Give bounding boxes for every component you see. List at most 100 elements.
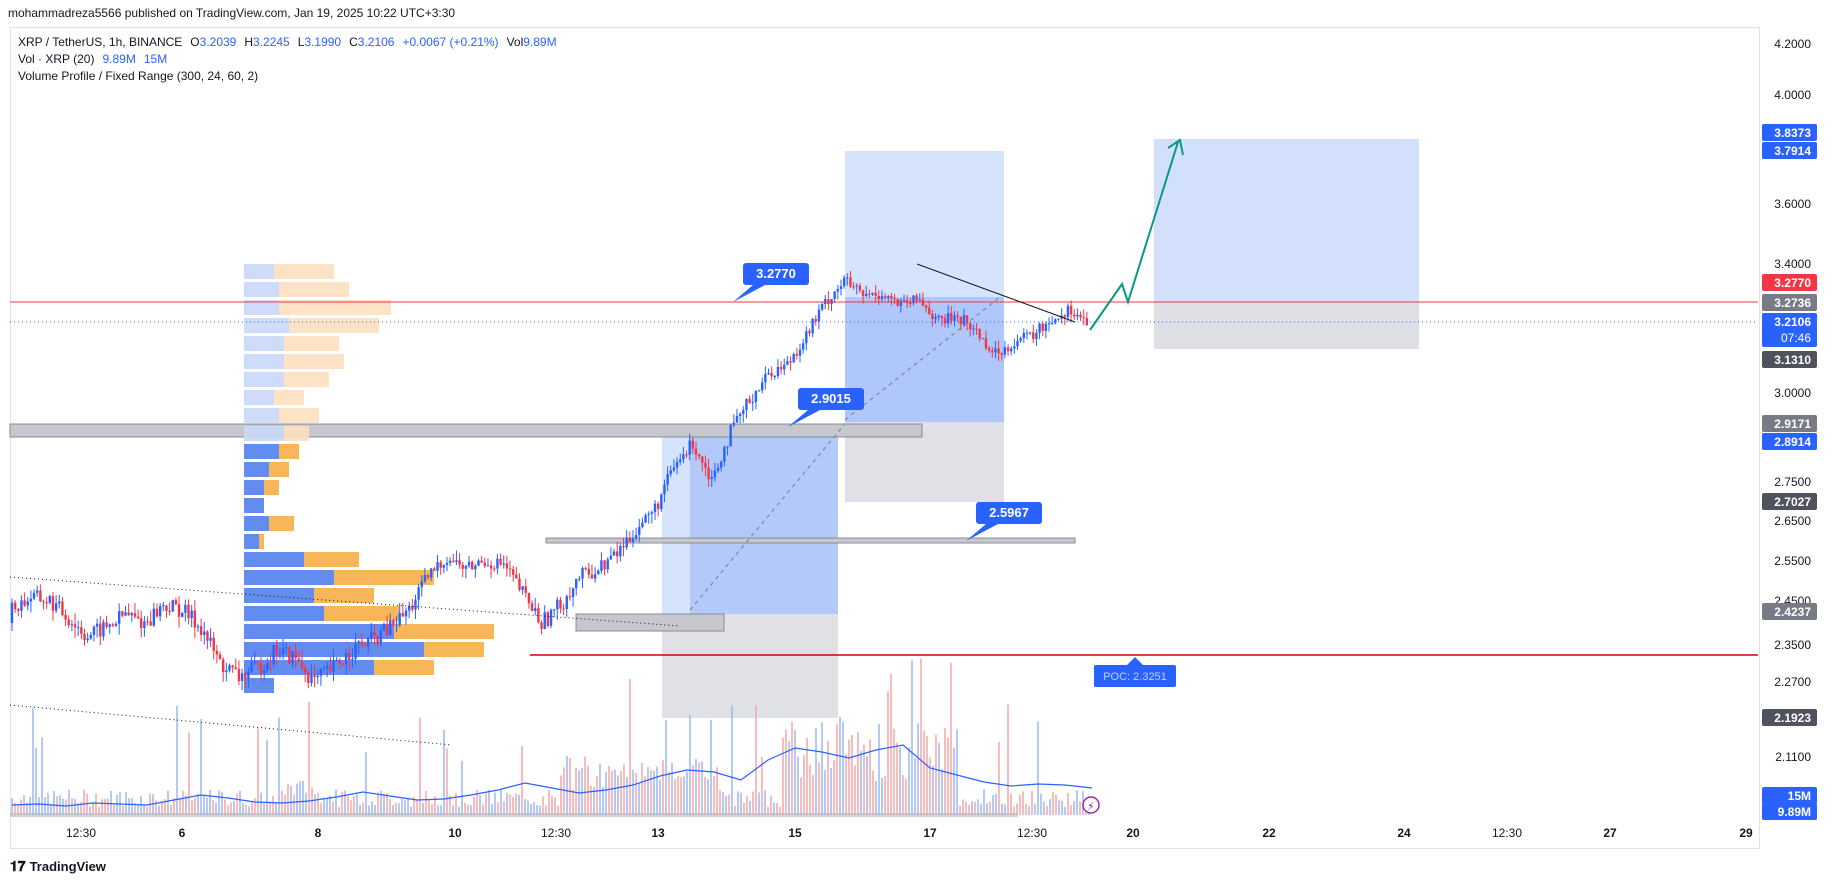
label-2.5967-bg	[976, 502, 1042, 524]
candle-body	[439, 562, 442, 568]
candle-body	[792, 353, 795, 363]
candle-body	[278, 654, 282, 656]
candle-body	[168, 610, 171, 612]
candle-body	[95, 623, 99, 627]
volume-indicator-value: 9.89M	[102, 52, 136, 66]
vp-up-bar	[244, 282, 279, 297]
candle-body	[556, 599, 559, 610]
candle-body	[1079, 314, 1082, 318]
candle-body	[477, 560, 480, 566]
chart-legend: XRP / TetherUS, 1h, BINANCE O3.2039 H3.2…	[18, 34, 557, 85]
candle-body	[373, 631, 376, 636]
price-label-text: 2.8914	[1774, 435, 1811, 449]
candle-body	[262, 670, 266, 674]
candle-body	[1041, 323, 1044, 331]
candle-body	[726, 446, 729, 448]
candle-body	[745, 398, 748, 411]
volume-indicator-label[interactable]: Vol · XRP (20)	[18, 52, 95, 66]
candle-body	[240, 673, 244, 682]
candle-body	[902, 300, 906, 302]
label-2.9015-pointer	[788, 410, 820, 427]
candle-body	[486, 565, 490, 567]
candle-body	[634, 535, 638, 539]
candle-body	[814, 318, 817, 322]
candle-body	[363, 644, 367, 647]
candle-body	[288, 647, 291, 664]
candle-body	[732, 422, 736, 426]
candle-body	[218, 654, 222, 660]
x-tick-label: 12:30	[1492, 826, 1522, 840]
vp-down-bar	[274, 390, 304, 405]
candle-body	[13, 602, 17, 610]
candle-body	[423, 574, 427, 582]
candle-body	[1022, 332, 1026, 339]
tradingview-brand[interactable]: 𝟏𝟕 TradingView	[10, 858, 106, 875]
price-label-bg	[1762, 603, 1817, 620]
candle-body	[764, 374, 767, 383]
symbol-label[interactable]: XRP / TetherUS, 1h, BINANCE	[18, 35, 183, 49]
candle-body	[534, 608, 537, 612]
candle-body	[543, 612, 546, 629]
price-label-bg	[1762, 803, 1817, 820]
vp-down-bar	[279, 444, 299, 459]
dashed-path-left	[689, 424, 845, 611]
candle-body	[370, 631, 373, 639]
candle-body	[146, 621, 149, 623]
candle-body	[411, 605, 414, 610]
candle-body	[1054, 319, 1057, 323]
candle-body	[631, 538, 635, 543]
brand-name: TradingView	[29, 859, 106, 874]
candle-body	[833, 291, 836, 299]
candle-body	[1000, 353, 1003, 355]
candle-body	[754, 390, 758, 403]
vp-up-bar	[244, 588, 314, 603]
price-label-countdown: 07:46	[1781, 331, 1811, 345]
projection-arrowhead	[1167, 138, 1184, 156]
candle-body	[625, 537, 628, 548]
candle-body	[329, 665, 332, 672]
vp-up-bar	[244, 534, 259, 549]
vp-down-bar	[304, 552, 359, 567]
volume-value: 9.89M	[523, 35, 557, 49]
label-2.9015-bg	[798, 388, 864, 410]
vp-down-bar	[264, 480, 279, 495]
vp-up-bar	[244, 570, 334, 585]
annotations: 3.2770 2.9015 2.5967 POC: 2.3251	[733, 263, 1176, 687]
candle-body	[1047, 323, 1051, 325]
vp-up-bar	[244, 318, 289, 333]
volume-profile-label[interactable]: Volume Profile / Fixed Range (300, 24, 6…	[18, 69, 259, 83]
candle-body	[483, 562, 487, 566]
candle-body	[603, 560, 606, 570]
x-tick-label: 12:30	[66, 826, 96, 840]
candle-body	[1032, 332, 1035, 339]
candle-body	[609, 555, 613, 560]
candle-body	[808, 331, 811, 334]
candle-body	[467, 561, 471, 566]
candle-body	[127, 612, 130, 616]
candle-body	[682, 454, 685, 460]
price-label-text: 2.4237	[1774, 605, 1811, 619]
candle-body	[458, 560, 461, 565]
candle-body	[615, 551, 619, 557]
vp-down-bar	[259, 534, 264, 549]
candle-body	[1069, 305, 1073, 315]
label-2.5967-text: 2.5967	[989, 505, 1029, 520]
candle-body	[619, 545, 622, 557]
candle-body	[508, 568, 512, 570]
candle-body	[70, 624, 74, 626]
candle-body	[540, 622, 543, 629]
candle-body	[23, 600, 26, 606]
candle-body	[366, 638, 370, 647]
candle-body	[452, 560, 455, 563]
x-tick-label: 24	[1397, 826, 1411, 840]
candle-body	[987, 348, 991, 351]
candle-body	[656, 503, 660, 510]
candle-body	[398, 612, 401, 626]
candle-body	[928, 307, 931, 315]
candle-body	[518, 578, 521, 590]
candle-body	[73, 624, 77, 628]
volume-ma-value: 15M	[143, 52, 168, 66]
legend-volume-row: Vol · XRP (20) 9.89M 15M	[18, 51, 557, 68]
trendline	[916, 263, 1076, 323]
